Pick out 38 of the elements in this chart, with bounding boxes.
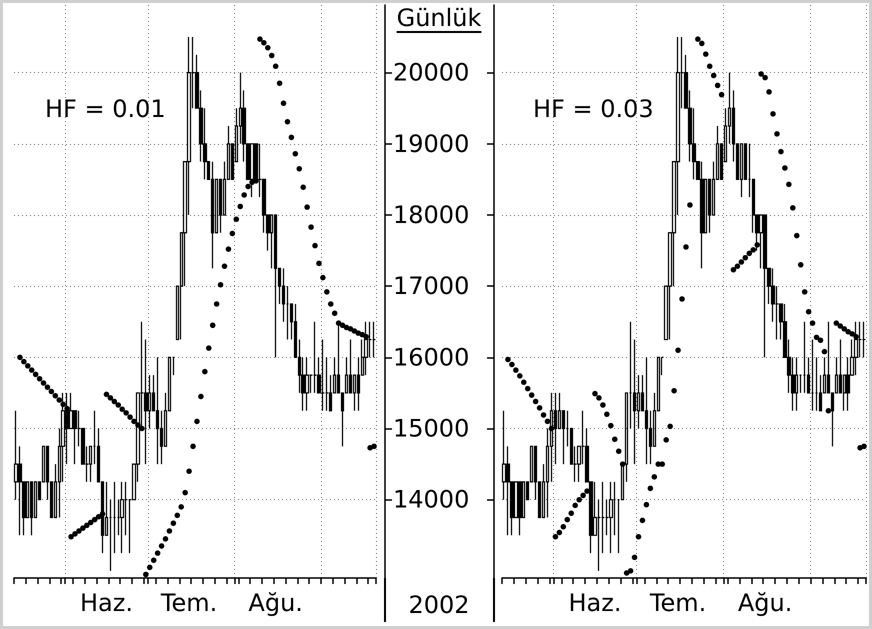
- text: 2002: [408, 591, 470, 619]
- candlestick: [372, 321, 376, 358]
- candlestick: [794, 356, 798, 412]
- candlestick: [814, 356, 818, 412]
- x-tick-label: Tem.: [160, 589, 218, 617]
- y-tick-label: 15000: [393, 414, 470, 443]
- candlestick: [304, 356, 310, 412]
- candlestick: [312, 321, 318, 394]
- candlestick: [518, 481, 522, 536]
- y-tick-label: 14000: [393, 486, 470, 514]
- candlestick: [120, 481, 124, 554]
- candlestick: [810, 338, 814, 412]
- candlestick: [210, 160, 214, 269]
- candlestick: [608, 481, 614, 554]
- y-tick-label: 16000: [393, 343, 470, 372]
- candlestick: [156, 356, 160, 465]
- candlestick: [700, 160, 704, 269]
- x-tick-label: Haz.: [80, 589, 133, 617]
- candlestick: [802, 321, 806, 394]
- y-tick-label: 19000: [393, 130, 470, 158]
- candlestick: [112, 481, 116, 554]
- candlestick: [274, 214, 278, 358]
- x-tick-label: Ağu.: [738, 589, 792, 617]
- x-tick-label: Ağu.: [248, 589, 303, 617]
- x-tick-label: Tem.: [648, 589, 706, 617]
- x-tick-label: Haz.: [568, 589, 622, 617]
- candlestick: [30, 481, 34, 536]
- candlestick: [862, 321, 866, 358]
- text: Günlük: [396, 4, 482, 32]
- candlestick: [644, 356, 648, 465]
- candlestick: [740, 143, 744, 198]
- annotation: HF = 0.01: [45, 95, 166, 123]
- candlestick: [762, 214, 768, 358]
- y-tick-label: 20000: [393, 58, 470, 87]
- candlestick: [320, 338, 326, 412]
- y-tick-label: 18000: [393, 200, 470, 229]
- annotation: HF = 0.03: [533, 95, 654, 123]
- y-tick-label: 17000: [393, 272, 470, 300]
